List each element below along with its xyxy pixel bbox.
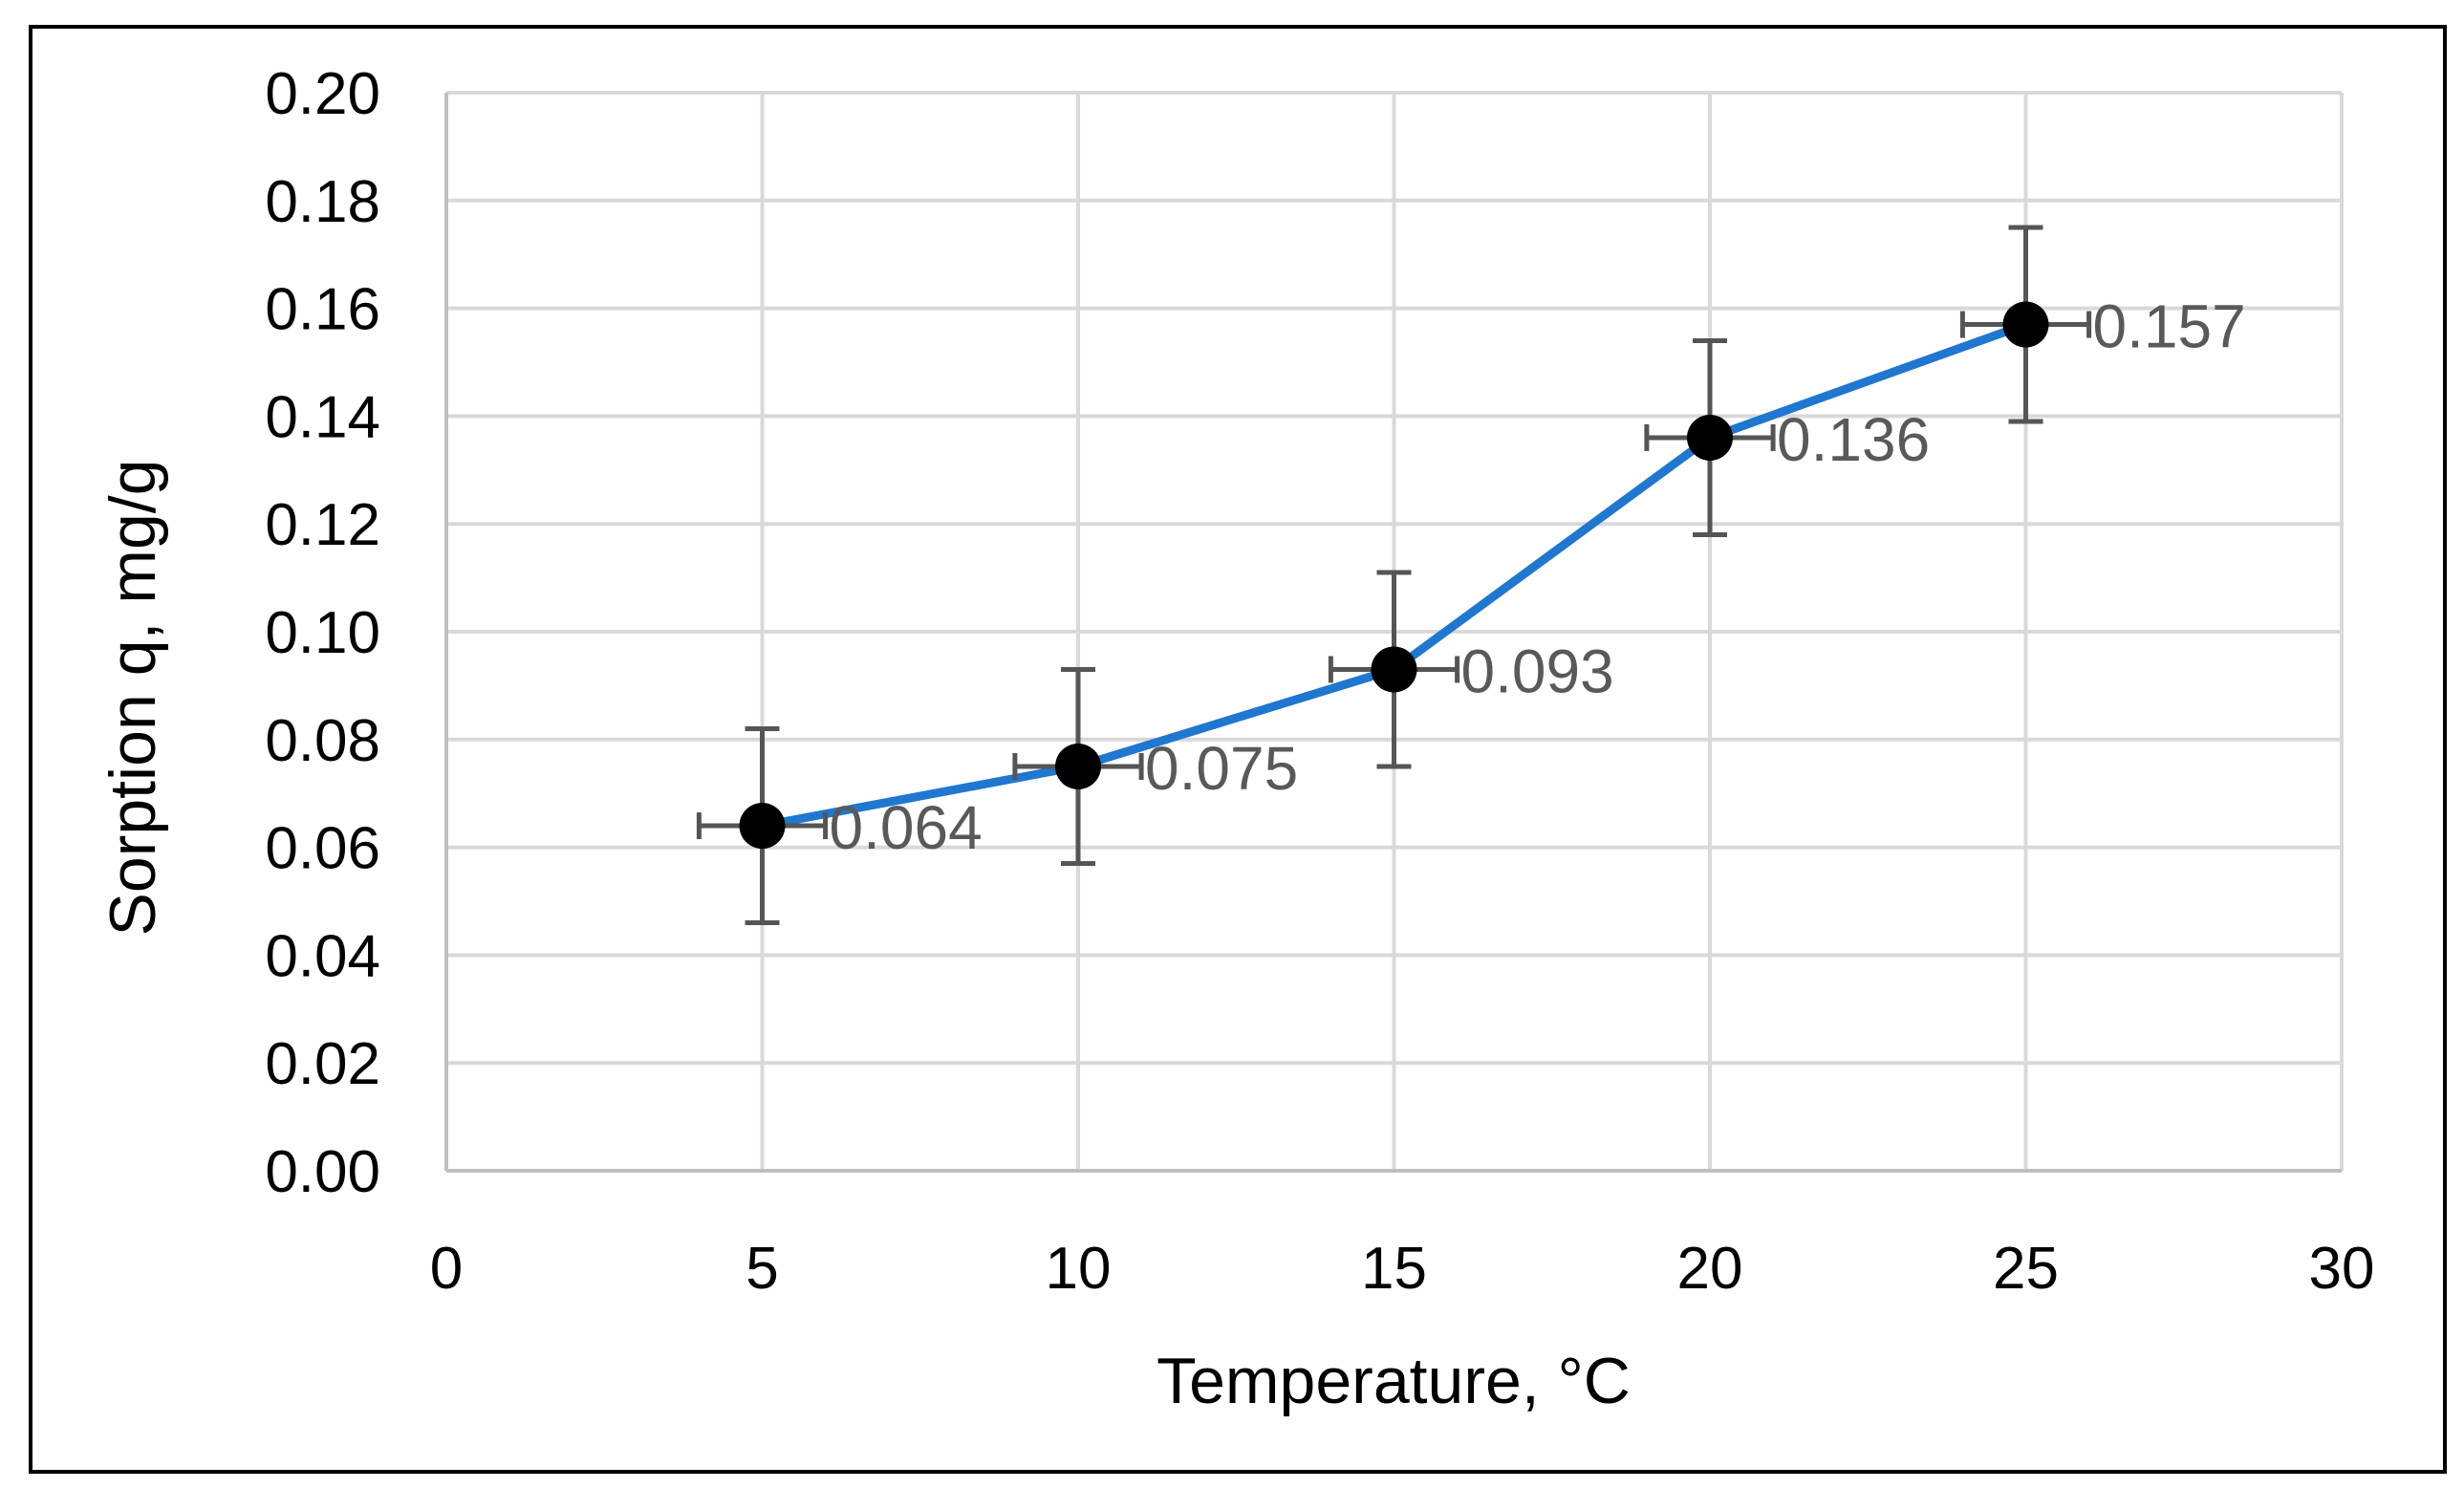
- x-tick-labels: 0 5 10 15 20 25 30: [430, 1236, 2375, 1302]
- x-tick-label: 15: [1361, 1236, 1427, 1302]
- x-tick-label: 30: [2309, 1236, 2375, 1302]
- data-label: 0.064: [830, 793, 983, 862]
- x-tick-label: 10: [1046, 1236, 1112, 1302]
- data-point-marker: [2002, 301, 2049, 348]
- y-tick-label: 0.12: [265, 492, 380, 558]
- data-label: 0.093: [1461, 637, 1614, 705]
- y-tick-label: 0.14: [265, 384, 380, 450]
- axes: [444, 93, 2342, 1173]
- chart-frame: [29, 25, 2447, 1474]
- x-tick-label: 25: [1993, 1236, 2059, 1302]
- data-point-group: 0.136: [1644, 337, 1930, 537]
- y-tick-labels: 0.00 0.02 0.04 0.06 0.08 0.10 0.12 0.14 0.16 0.18…: [265, 61, 380, 1205]
- y-tick-label: 0.00: [265, 1139, 380, 1205]
- data-point-group: 0.157: [1959, 225, 2246, 424]
- y-tick-label: 0.18: [265, 169, 380, 235]
- x-tick-label: 5: [746, 1236, 778, 1302]
- data-label: 0.157: [2093, 292, 2246, 361]
- y-tick-label: 0.06: [265, 816, 380, 882]
- data-label: 0.136: [1777, 405, 1930, 474]
- data-point-marker: [1687, 414, 1733, 461]
- data-series: 0.064 0.075 0.093 0.136 0.157: [696, 225, 2246, 926]
- data-point-group: 0.093: [1328, 570, 1614, 769]
- x-tick-label: 0: [430, 1236, 463, 1302]
- data-point-marker: [739, 803, 786, 850]
- x-axis-label: Temperature, °C: [1156, 1345, 1631, 1417]
- y-tick-label: 0.10: [265, 600, 380, 666]
- data-point-group: 0.064: [696, 726, 983, 926]
- y-axis-label: Sorption q, mg/g: [97, 460, 169, 937]
- data-label: 0.075: [1145, 734, 1298, 803]
- y-tick-label: 0.02: [265, 1031, 380, 1097]
- y-tick-label: 0.16: [265, 277, 380, 343]
- y-tick-label: 0.20: [265, 61, 380, 127]
- data-point-marker: [1055, 744, 1101, 789]
- data-point-marker: [1371, 646, 1417, 693]
- x-tick-label: 20: [1677, 1236, 1743, 1302]
- y-tick-label: 0.04: [265, 923, 380, 989]
- y-tick-label: 0.08: [265, 708, 380, 774]
- data-point-group: 0.075: [1012, 666, 1298, 867]
